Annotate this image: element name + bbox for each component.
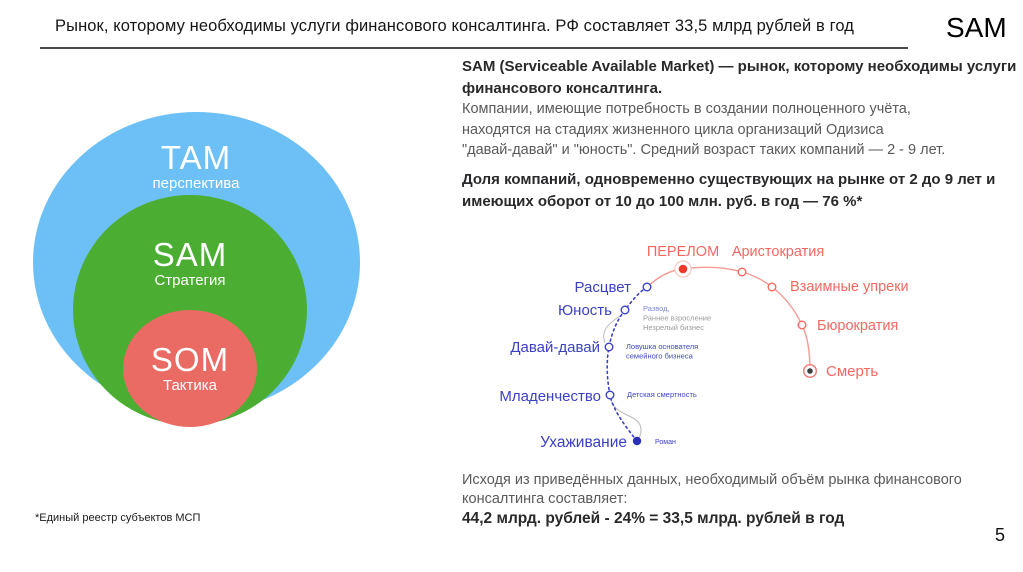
lifecycle-curve-diagram: Ухаживание Младенчество Давай-давай Юнос… — [499, 244, 909, 451]
annotation-nezrely: Незрелый бизнес — [643, 323, 704, 332]
title-underline — [40, 47, 908, 49]
marker-perelom — [678, 264, 688, 274]
stage-label-davai: Давай-давай — [510, 339, 600, 356]
sam-sublabel: Стратегия — [154, 272, 226, 289]
som-label-group: SOM Тактика — [90, 341, 290, 395]
sam-label-group: SAM Стратегия — [90, 236, 290, 290]
stage-label-upreki: Взаимные упреки — [790, 279, 909, 295]
annotation-lovushka-line2: семейного бизнеса — [626, 352, 694, 361]
stage-label-rascvet: Расцвет — [575, 279, 632, 296]
page-title: Рынок, которому необходимы услуги финанс… — [55, 17, 854, 35]
conclusion-result: 44,2 млрд. рублей - 24% = 33,5 млрд. руб… — [462, 510, 845, 527]
marker-byurokratiya — [797, 320, 807, 330]
marker-yunost — [620, 305, 630, 315]
stage-label-aristokratiya: Аристократия — [732, 244, 824, 260]
annotation-lovushka-line1: Ловушка основателя — [626, 342, 698, 351]
tam-label: TAM — [160, 139, 232, 176]
annotation-razvod: Развод, — [643, 304, 670, 313]
text-line: Доля компаний, одновременно существующих… — [462, 171, 996, 188]
stage-label-byurokratiya: Бюрократия — [817, 318, 898, 334]
text-line: финансового консалтинга. — [462, 79, 663, 97]
text-line: находятся на стадиях жизненного цикла ор… — [462, 121, 884, 138]
marker-mladenchestvo — [605, 390, 615, 400]
annotation-detskaya: Детская смертность — [627, 390, 697, 399]
brand-logo: SAM — [946, 12, 1007, 43]
page-number: 5 — [994, 525, 1005, 545]
stage-label-uhazhivanie: Ухаживание — [540, 434, 627, 451]
marker-smert — [807, 368, 813, 374]
som-sublabel: Тактика — [162, 377, 218, 394]
tam-label-group: TAM перспектива — [96, 139, 296, 193]
conclusion-paragraph: Исходя из приведённых данных, необходимы… — [462, 471, 962, 529]
tam-sublabel: перспектива — [152, 175, 240, 192]
share-paragraph: Доля компаний, одновременно существующих… — [462, 169, 995, 212]
annotation-roman: Роман — [655, 439, 676, 446]
som-circle — [123, 310, 257, 427]
stage-label-mladenchestvo: Младенчество — [499, 388, 601, 405]
marker-uhazhivanie — [632, 436, 642, 446]
text-line: SAM (Serviceable Available Market) — рын… — [462, 58, 1017, 75]
text-line: консалтинга составляет: — [462, 490, 628, 507]
som-label: SOM — [150, 341, 230, 378]
text-line: Исходя из приведённых данных, необходимы… — [462, 472, 962, 488]
footnote: *Единый реестр субъектов МСП — [35, 512, 201, 524]
marker-rascvet — [642, 282, 652, 292]
sam-label: SAM — [152, 236, 228, 273]
branch-line-yunost — [603, 314, 623, 344]
companies-paragraph: Компании, имеющие потребность в создании… — [462, 99, 945, 161]
marker-upreki — [767, 282, 777, 292]
text-line: Компании, имеющие потребность в создании… — [462, 101, 911, 117]
text-line: "давай-давай" и "юность". Средний возрас… — [462, 142, 946, 158]
stage-label-smert: Смерть — [826, 363, 878, 380]
marker-aristokratiya — [737, 267, 747, 277]
stage-label-perelom: ПЕРЕЛОМ — [647, 244, 719, 260]
stage-label-yunost: Юность — [558, 302, 612, 319]
text-line: имеющих оборот от 10 до 100 млн. руб. в … — [462, 192, 863, 210]
annotation-rannee: Раннее взросление — [643, 314, 711, 323]
marker-davai — [604, 342, 614, 352]
sam-definition-paragraph: SAM (Serviceable Available Market) — рын… — [462, 56, 1016, 99]
